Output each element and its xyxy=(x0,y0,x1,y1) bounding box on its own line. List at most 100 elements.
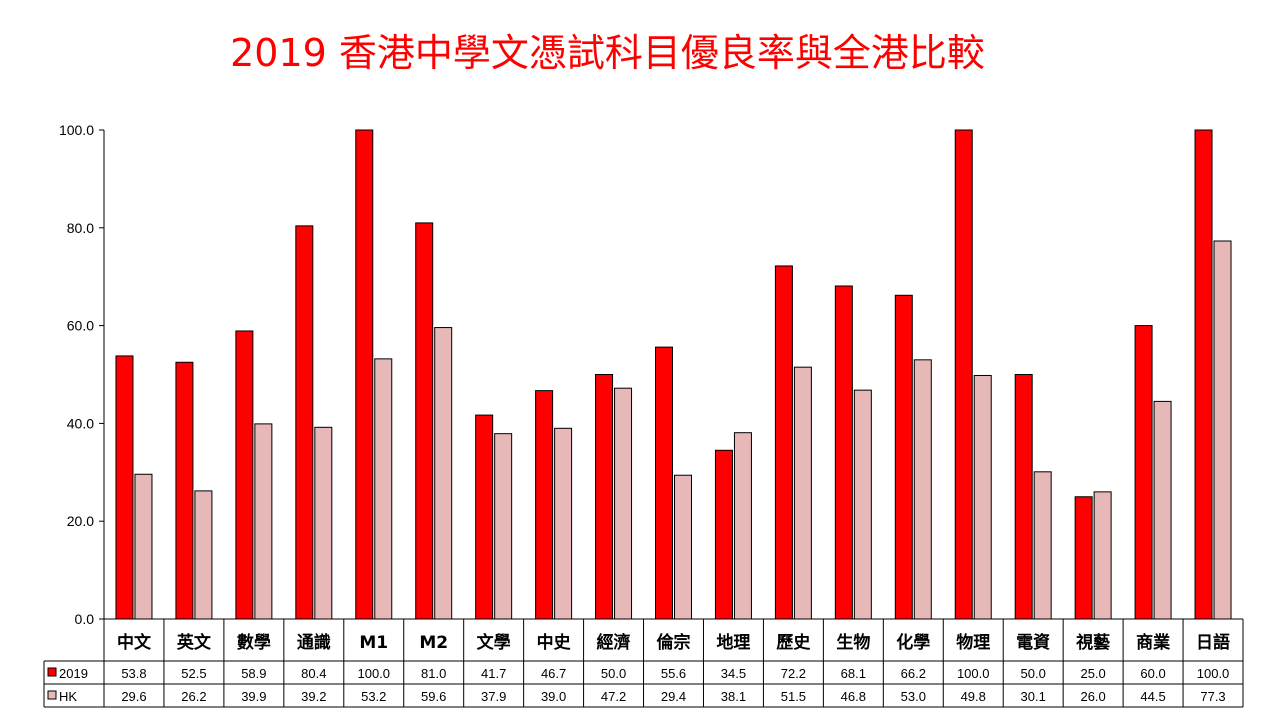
bar-series2 xyxy=(254,423,273,620)
data-table-value: 100.0 xyxy=(1197,666,1230,681)
data-table-value: 100.0 xyxy=(357,666,390,681)
x-category-label: 經濟 xyxy=(597,632,631,653)
bar-series2 xyxy=(134,473,153,620)
data-table-value: 52.5 xyxy=(181,666,206,681)
x-category-label: 日語 xyxy=(1196,632,1230,653)
bar-series2 xyxy=(853,389,872,620)
data-table-value: 49.8 xyxy=(961,689,986,704)
y-tick-label: 40.0 xyxy=(67,415,94,431)
x-category-label: 化學 xyxy=(896,632,930,653)
x-category-label: 商業 xyxy=(1136,632,1170,653)
x-category-label: 電資 xyxy=(1016,633,1050,653)
legend-label: 2019 xyxy=(59,666,88,681)
data-table-value: 81.0 xyxy=(421,666,446,681)
bar-series1 xyxy=(655,346,673,620)
bar-series2 xyxy=(554,427,573,620)
x-category-label: M1 xyxy=(359,633,388,653)
data-table-value: 29.4 xyxy=(661,689,686,704)
data-table-value: 59.6 xyxy=(421,689,446,704)
x-category-label: 中文 xyxy=(117,632,152,653)
data-table-value: 44.5 xyxy=(1140,689,1165,704)
data-table-value: 39.9 xyxy=(241,689,266,704)
bar-series1 xyxy=(1194,129,1213,620)
bar-series2 xyxy=(1213,240,1232,620)
bar-series2 xyxy=(194,490,213,620)
bar-series1 xyxy=(115,355,134,620)
bar-series1 xyxy=(475,414,494,620)
bar-series1 xyxy=(1134,325,1153,620)
data-table-value: 39.0 xyxy=(541,689,566,704)
bar-series2 xyxy=(973,374,992,620)
data-table-value: 46.8 xyxy=(841,689,866,704)
bar-series1 xyxy=(415,222,434,620)
data-table-value: 50.0 xyxy=(601,666,626,681)
data-table-value: 58.9 xyxy=(241,666,266,681)
x-category-label: 數學 xyxy=(237,632,271,653)
bar-series1 xyxy=(1074,496,1093,620)
y-tick-label: 20.0 xyxy=(67,513,94,529)
bar-series1 xyxy=(954,129,973,620)
data-table-value: 41.7 xyxy=(481,666,506,681)
data-table-value: 53.0 xyxy=(901,689,926,704)
data-table-value: 38.1 xyxy=(721,689,746,704)
x-category-label: 物理 xyxy=(956,632,990,653)
bar-series2 xyxy=(1153,400,1172,620)
x-category-label: 地理 xyxy=(716,632,750,653)
data-table-value: 37.9 xyxy=(481,689,506,704)
bar-series1 xyxy=(235,330,254,620)
data-table-value: 47.2 xyxy=(601,689,626,704)
data-table-value: 55.6 xyxy=(661,666,686,681)
data-table-value: 60.0 xyxy=(1140,666,1165,681)
data-table-value: 51.5 xyxy=(781,689,806,704)
data-table-value: 53.2 xyxy=(361,689,386,704)
x-category-label: 歷史 xyxy=(776,632,811,653)
bar-series1 xyxy=(295,225,314,620)
data-table-value: 25.0 xyxy=(1080,666,1105,681)
data-table-value: 53.8 xyxy=(121,666,146,681)
bar-series1 xyxy=(774,265,793,620)
bar-series2 xyxy=(793,366,812,620)
bar-series1 xyxy=(535,390,554,620)
x-category-label: 中史 xyxy=(537,632,572,653)
bar-series1 xyxy=(1014,374,1033,620)
bar-series2 xyxy=(733,432,752,620)
legend-swatch xyxy=(47,690,57,700)
bar-series2 xyxy=(374,358,393,620)
bar-series1 xyxy=(595,374,614,620)
chart-title: 2019 香港中學文憑試科目優良率與全港比較 xyxy=(230,31,985,75)
bar-series2 xyxy=(1033,471,1052,620)
bar-series2 xyxy=(614,387,633,620)
bar-series2 xyxy=(1093,491,1112,620)
bar-series1 xyxy=(894,294,913,620)
y-tick-label: 80.0 xyxy=(67,220,94,236)
data-table-value: 34.5 xyxy=(721,666,746,681)
x-category-label: 倫宗 xyxy=(657,632,691,653)
data-table-value: 80.4 xyxy=(301,666,326,681)
x-category-label: 英文 xyxy=(177,632,212,653)
bar-series2 xyxy=(434,327,453,620)
bar-series2 xyxy=(674,474,692,620)
bar-series1 xyxy=(355,129,374,620)
bar-series1 xyxy=(175,361,194,620)
data-table-value: 50.0 xyxy=(1021,666,1046,681)
data-table-value: 66.2 xyxy=(901,666,926,681)
x-category-label: 生物 xyxy=(836,632,870,653)
data-table-value: 72.2 xyxy=(781,666,806,681)
bar-series2 xyxy=(913,359,932,620)
bar-series2 xyxy=(314,426,333,620)
data-table-value: 30.1 xyxy=(1021,689,1046,704)
data-table-value: 68.1 xyxy=(841,666,866,681)
bar-series1 xyxy=(714,449,733,620)
data-table-value: 26.2 xyxy=(181,689,206,704)
data-table-value: 77.3 xyxy=(1200,689,1225,704)
x-category-label: 通識 xyxy=(297,632,331,653)
data-table-value: 46.7 xyxy=(541,666,566,681)
bar-series1 xyxy=(834,285,853,620)
data-table-value: 26.0 xyxy=(1080,689,1105,704)
y-tick-label: 100.0 xyxy=(59,122,94,138)
y-tick-label: 0.0 xyxy=(75,611,95,627)
data-table-value: 100.0 xyxy=(957,666,990,681)
data-table-value: 39.2 xyxy=(301,689,326,704)
legend-swatch xyxy=(47,667,57,677)
data-table-value: 29.6 xyxy=(121,689,146,704)
